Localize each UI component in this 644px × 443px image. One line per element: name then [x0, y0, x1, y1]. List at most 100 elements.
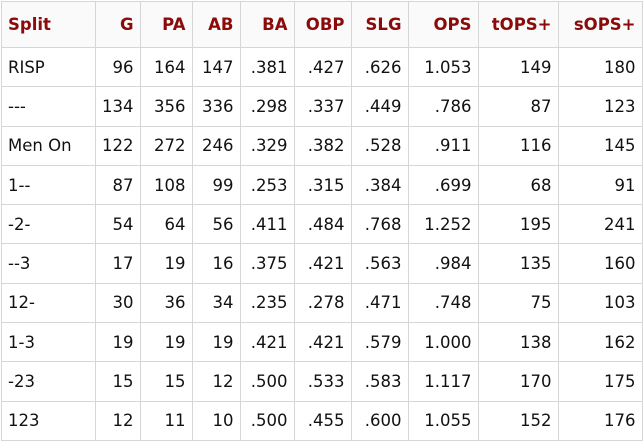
table-row: 1-- 87 108 99.253.315.384.699 68 91 [1, 164, 643, 206]
stat-cell: 87 [477, 86, 559, 127]
stat-cell: 15 [95, 361, 141, 402]
stat-cell: 1.117 [407, 361, 479, 402]
table-header: Split G PA AB BA OBP SLG OPS tOPS+ sOPS+ [1, 1, 643, 48]
stat-cell: 11 [139, 400, 193, 441]
table-row: RISP 96 164 147.381.427.626 1.053 149 180 [1, 46, 643, 88]
stat-cell: .421 [239, 322, 295, 363]
split-cell: Men On [1, 125, 96, 166]
stat-cell: 15 [139, 361, 193, 402]
table-row: 12- 30 36 34.235.278.471.748 75 103 [1, 282, 643, 324]
stat-cell: 175 [557, 361, 643, 402]
split-cell: RISP [1, 46, 96, 88]
stat-cell: 19 [139, 322, 193, 363]
stat-cell: .329 [239, 125, 295, 166]
stat-cell: 68 [477, 164, 559, 206]
stat-cell: 149 [477, 46, 559, 88]
stat-cell: .699 [407, 164, 479, 206]
split-cell: --3 [1, 243, 96, 284]
table-row: --3 17 19 16.375.421.563.984 135 160 [1, 243, 643, 284]
stat-cell: 19 [139, 243, 193, 284]
stat-cell: .911 [407, 125, 479, 166]
stat-cell: 195 [477, 204, 559, 245]
column-header: AB [191, 1, 241, 48]
column-header: SLG [350, 1, 409, 48]
stat-cell: 1.000 [407, 322, 479, 363]
stat-cell: 91 [557, 164, 643, 206]
stat-cell: 138 [477, 322, 559, 363]
column-header: sOPS+ [557, 1, 643, 48]
table-row: -2- 54 64 56.411.484.768 1.252 195 241 [1, 204, 643, 245]
column-header: PA [139, 1, 193, 48]
stat-cell: 162 [557, 322, 643, 363]
stat-cell: .337 [293, 86, 352, 127]
table-row: --- 134 356 336.298.337.449.786 87 123 [1, 86, 643, 127]
stat-cell: 36 [139, 282, 193, 324]
table-row: Men On 122 272 246.329.382.528.911 116 145 [1, 125, 643, 166]
column-header: BA [239, 1, 295, 48]
stat-cell: 12 [191, 361, 241, 402]
column-header: tOPS+ [477, 1, 559, 48]
stat-cell: .748 [407, 282, 479, 324]
stat-cell: .253 [239, 164, 295, 206]
stat-cell: 160 [557, 243, 643, 284]
stat-cell: 246 [191, 125, 241, 166]
stat-cell: 152 [477, 400, 559, 441]
stat-cell: 272 [139, 125, 193, 166]
column-header: OBP [293, 1, 352, 48]
split-cell: 1-- [1, 164, 96, 206]
stat-cell: 145 [557, 125, 643, 166]
stat-cell: .500 [239, 361, 295, 402]
stat-cell: .471 [350, 282, 409, 324]
stat-cell: 17 [95, 243, 141, 284]
stat-cell: 30 [95, 282, 141, 324]
stat-cell: .384 [350, 164, 409, 206]
stat-cell: 19 [95, 322, 141, 363]
table-row: 123 12 11 10.500.455.600 1.055 152 176 [1, 400, 643, 441]
stat-cell: .278 [293, 282, 352, 324]
split-cell: --- [1, 86, 96, 127]
stat-cell: 122 [95, 125, 141, 166]
stat-cell: 147 [191, 46, 241, 88]
stat-cell: 180 [557, 46, 643, 88]
stat-cell: .421 [293, 322, 352, 363]
stat-cell: .375 [239, 243, 295, 284]
stat-cell: 1.053 [407, 46, 479, 88]
stat-cell: .315 [293, 164, 352, 206]
stat-cell: 16 [191, 243, 241, 284]
split-cell: 123 [1, 400, 96, 441]
stat-cell: .583 [350, 361, 409, 402]
stat-cell: .528 [350, 125, 409, 166]
stat-cell: 87 [95, 164, 141, 206]
stat-cell: .500 [239, 400, 295, 441]
stat-cell: 19 [191, 322, 241, 363]
stat-cell: .579 [350, 322, 409, 363]
stat-cell: .626 [350, 46, 409, 88]
stat-cell: 135 [477, 243, 559, 284]
stat-cell: 99 [191, 164, 241, 206]
column-header: G [95, 1, 141, 48]
stat-cell: 116 [477, 125, 559, 166]
stat-cell: 1.252 [407, 204, 479, 245]
stat-cell: 34 [191, 282, 241, 324]
stat-cell: 108 [139, 164, 193, 206]
table-row: 1-3 19 19 19.421.421.579 1.000 138 162 [1, 322, 643, 363]
stat-cell: 64 [139, 204, 193, 245]
stat-cell: .449 [350, 86, 409, 127]
stat-cell: .411 [239, 204, 295, 245]
stat-cell: 56 [191, 204, 241, 245]
stat-cell: 170 [477, 361, 559, 402]
stat-cell: 10 [191, 400, 241, 441]
stat-cell: .298 [239, 86, 295, 127]
stat-cell: 176 [557, 400, 643, 441]
stat-cell: .600 [350, 400, 409, 441]
stat-cell: .984 [407, 243, 479, 284]
stat-cell: .563 [350, 243, 409, 284]
stat-cell: .382 [293, 125, 352, 166]
split-cell: 1-3 [1, 322, 96, 363]
stat-cell: .235 [239, 282, 295, 324]
column-header: Split [1, 1, 96, 48]
stat-cell: .768 [350, 204, 409, 245]
split-cell: -23 [1, 361, 96, 402]
